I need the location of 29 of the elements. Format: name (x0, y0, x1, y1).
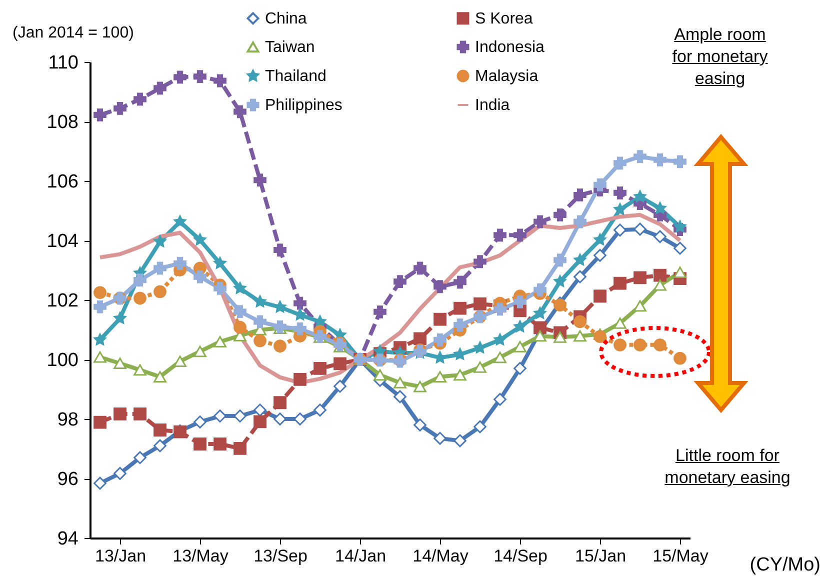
y-tick-label: 108 (46, 112, 78, 133)
x-tick-label: 14/Jan (334, 546, 386, 566)
x-tick-label: 14/Sep (494, 546, 548, 566)
legend-label: S Korea (475, 10, 533, 28)
x-tick-label: 15/Jan (574, 546, 626, 566)
y-tick-label: 100 (46, 350, 78, 371)
y-tick-label: 98 (57, 410, 78, 430)
legend-label: Thailand (265, 68, 326, 85)
y-axis-title: (Jan 2014 = 100) (12, 24, 134, 42)
legend-label: Malaysia (475, 68, 538, 85)
legend-label: India (475, 97, 510, 114)
x-tick-label: 14/May (412, 546, 469, 566)
legend-label: Philippines (265, 97, 342, 114)
y-tick-label: 94 (57, 528, 79, 550)
x-tick-label: 15/May (652, 546, 709, 566)
x-axis-title: (CY/Mo) (750, 554, 820, 576)
y-tick-label: 106 (46, 172, 78, 192)
x-tick-label: 13/May (172, 546, 229, 566)
legend-label: Indonesia (475, 39, 544, 56)
legend-label: Taiwan (265, 39, 315, 56)
x-tick-label: 13/Sep (254, 546, 308, 566)
annotation: Little room for monetary easing (664, 445, 792, 489)
x-tick-label: 13/Jan (94, 546, 146, 566)
y-tick-label: 110 (48, 52, 78, 74)
annotation: Ample room for monetary easing (672, 24, 768, 90)
legend-label: China (265, 10, 307, 28)
y-tick-label: 104 (46, 231, 79, 252)
y-tick-label: 102 (46, 290, 78, 312)
y-tick-label: 96 (57, 469, 78, 490)
